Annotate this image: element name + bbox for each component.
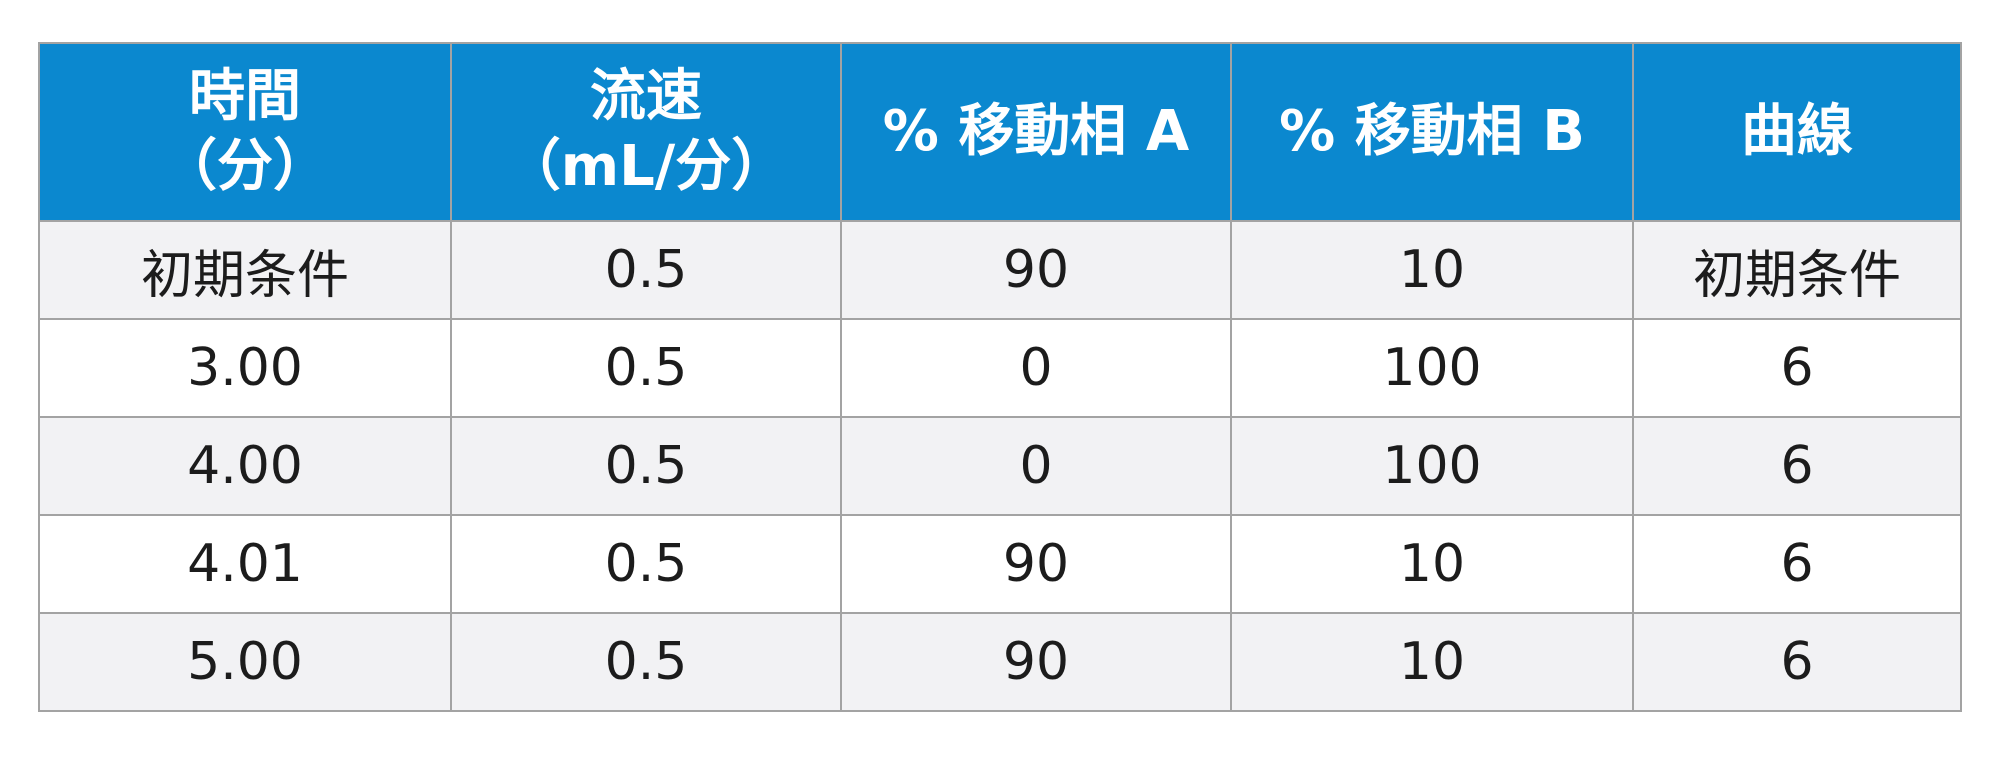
cell-flow-rate: 0.5 (450, 514, 842, 614)
cell-time: 3.00 (38, 318, 452, 418)
header-row: 時間 （分） 流速 （mL/分） % 移動相 A % 移動相 B 曲線 (38, 42, 1962, 222)
header-curve-label: 曲線 (1741, 99, 1853, 164)
cell-mobile-phase-b: 100 (1230, 318, 1634, 418)
header-time-unit: （分） (161, 134, 329, 199)
cell-mobile-phase-a: 90 (840, 514, 1232, 614)
cell-time: 5.00 (38, 612, 452, 712)
cell-curve: 6 (1632, 612, 1962, 712)
header-flow-rate: 流速 （mL/分） (450, 42, 842, 222)
header-time: 時間 （分） (38, 42, 452, 222)
cell-curve: 6 (1632, 514, 1962, 614)
cell-mobile-phase-b: 100 (1230, 416, 1634, 516)
header-mobile-phase-a-label: % 移動相 A (882, 99, 1190, 164)
cell-mobile-phase-a: 90 (840, 612, 1232, 712)
header-mobile-phase-b-label: % 移動相 B (1279, 99, 1585, 164)
cell-flow-rate: 0.5 (450, 416, 842, 516)
header-curve: 曲線 (1632, 42, 1962, 222)
gradient-table: 時間 （分） 流速 （mL/分） % 移動相 A % 移動相 B 曲線 初期条件… (38, 42, 1962, 712)
cell-curve: 6 (1632, 416, 1962, 516)
cell-flow-rate: 0.5 (450, 612, 842, 712)
cell-curve: 6 (1632, 318, 1962, 418)
cell-time: 4.01 (38, 514, 452, 614)
header-time-label: 時間 (189, 64, 301, 129)
header-flow-rate-label: 流速 (590, 64, 702, 129)
cell-flow-rate: 0.5 (450, 220, 842, 320)
cell-mobile-phase-b: 10 (1230, 220, 1634, 320)
cell-time: 初期条件 (38, 220, 452, 320)
table-row: 5.00 0.5 90 10 6 (38, 612, 1962, 712)
table-row: 4.01 0.5 90 10 6 (38, 514, 1962, 614)
header-mobile-phase-b: % 移動相 B (1230, 42, 1634, 222)
cell-time: 4.00 (38, 416, 452, 516)
cell-flow-rate: 0.5 (450, 318, 842, 418)
cell-mobile-phase-a: 90 (840, 220, 1232, 320)
header-flow-rate-unit: （mL/分） (504, 134, 788, 199)
cell-mobile-phase-a: 0 (840, 416, 1232, 516)
cell-curve: 初期条件 (1632, 220, 1962, 320)
table-row: 初期条件 0.5 90 10 初期条件 (38, 220, 1962, 320)
table-row: 4.00 0.5 0 100 6 (38, 416, 1962, 516)
cell-mobile-phase-b: 10 (1230, 514, 1634, 614)
cell-mobile-phase-b: 10 (1230, 612, 1634, 712)
table-row: 3.00 0.5 0 100 6 (38, 318, 1962, 418)
cell-mobile-phase-a: 0 (840, 318, 1232, 418)
header-mobile-phase-a: % 移動相 A (840, 42, 1232, 222)
